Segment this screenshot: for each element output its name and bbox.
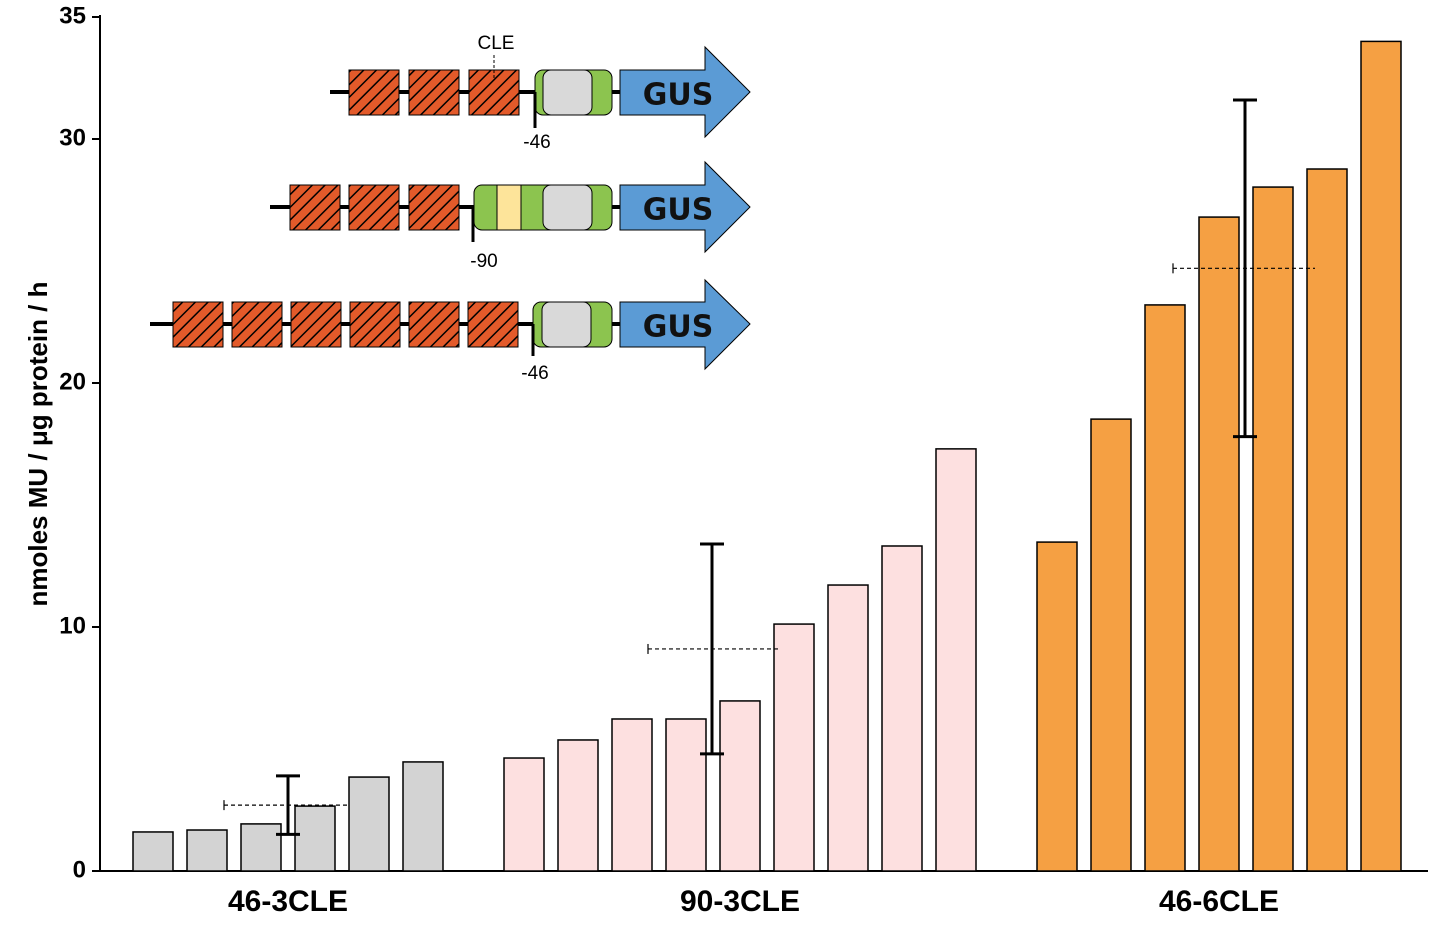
bar <box>774 624 814 871</box>
bar <box>1091 419 1131 871</box>
reporter-label: GUS <box>643 310 714 345</box>
bar <box>936 449 976 871</box>
x-tick-label: 46-6CLE <box>1159 885 1279 918</box>
x-tick-label: 46-3CLE <box>228 885 348 918</box>
reporter-label: GUS <box>643 78 714 113</box>
bar <box>1145 305 1185 871</box>
y-tick-label: 35 <box>59 2 86 29</box>
position-label: -46 <box>521 363 548 384</box>
bar <box>1361 41 1401 871</box>
bar <box>1037 542 1077 871</box>
bar <box>187 830 227 871</box>
bar <box>720 701 760 871</box>
element-label: CLE <box>478 33 515 54</box>
bar <box>612 719 652 871</box>
position-label: -46 <box>523 132 550 153</box>
bar <box>828 585 868 871</box>
y-tick-label: 20 <box>59 368 86 395</box>
bar <box>295 806 335 871</box>
bar <box>558 740 598 871</box>
position-label: -90 <box>470 251 497 272</box>
bar <box>403 762 443 871</box>
bar <box>882 546 922 871</box>
chart: nmoles MU / μg protein / h <box>0 0 1436 920</box>
bar <box>241 824 281 871</box>
bar <box>133 832 173 871</box>
bar <box>349 777 389 871</box>
bar <box>504 758 544 871</box>
reporter-label: GUS <box>643 193 714 228</box>
y-tick-label: 0 <box>73 856 86 883</box>
bar <box>1253 187 1293 871</box>
bar <box>666 719 706 871</box>
bar <box>1307 169 1347 871</box>
y-tick-label: 30 <box>59 124 86 151</box>
bar <box>1199 217 1239 871</box>
y-tick-label: 10 <box>59 612 86 639</box>
x-tick-label: 90-3CLE <box>680 885 800 918</box>
y-axis-label: nmoles MU / μg protein / h <box>23 281 53 606</box>
